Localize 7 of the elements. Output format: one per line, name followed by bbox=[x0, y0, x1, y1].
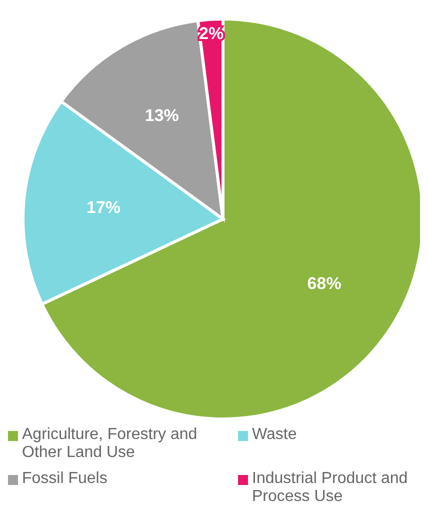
legend-label: Industrial Product and Process Use bbox=[252, 470, 409, 506]
legend-label: Fossil Fuels bbox=[22, 470, 108, 488]
data-label: 13% bbox=[144, 106, 179, 126]
data-label: 17% bbox=[86, 198, 121, 218]
legend-label: Waste bbox=[252, 426, 297, 444]
legend-label: Agriculture, Forestry and Other Land Use bbox=[22, 426, 198, 462]
data-label: 68% bbox=[307, 274, 342, 293]
